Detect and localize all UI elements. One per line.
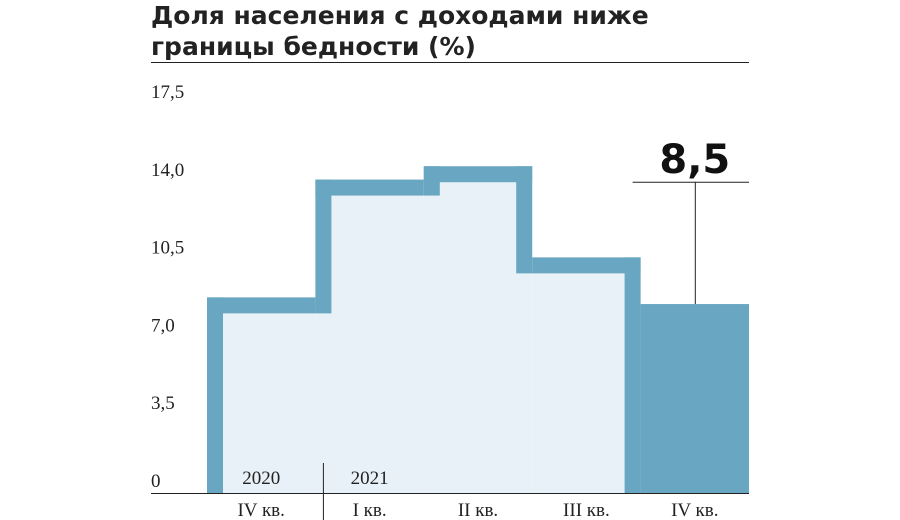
bars-layer [207,166,749,494]
x-tick-label: III кв. [563,500,610,520]
y-tick-label: 7,0 [151,315,175,336]
bar-top-edge [423,166,533,183]
y-tick-label: 3,5 [151,393,175,414]
bar-highlight [640,304,749,493]
y-tick-label: 10,5 [151,238,184,259]
bar-top-edge [315,179,424,196]
callout: 8,5 [632,137,749,305]
bar-fill [315,195,424,493]
x-axis: IV кв. I кв. II кв. III кв. IV кв. 2020 2021 [237,463,719,520]
bar-step-edge [207,297,223,493]
bar-fill [532,273,641,493]
value-callout: 8,5 [659,137,730,183]
bar-step-edge [624,257,641,493]
bar-step-edge [315,179,332,314]
x-tick-label: II кв. [458,500,498,520]
chart-title: Доля населения с доходами ниже границы б… [151,1,649,61]
bar-step-edge [423,166,440,196]
bar-top-edge [207,297,316,314]
bar-fill [423,182,533,494]
bar-top-edge [532,257,641,274]
x-tick-label: I кв. [353,500,387,520]
title-divider [151,62,749,63]
bar-step-edge [516,166,533,274]
y-tick-label: 0 [151,471,161,492]
year-label: 2020 [242,468,280,489]
y-tick-label: 17,5 [151,82,184,103]
y-tick-label: 14,0 [151,160,184,181]
y-axis: 0 3,5 7,0 10,5 14,0 17,5 [151,82,184,492]
year-label: 2021 [351,468,389,489]
x-tick-label: IV кв. [671,500,718,520]
bar-fill [223,313,316,493]
x-tick-label: IV кв. [237,500,284,520]
